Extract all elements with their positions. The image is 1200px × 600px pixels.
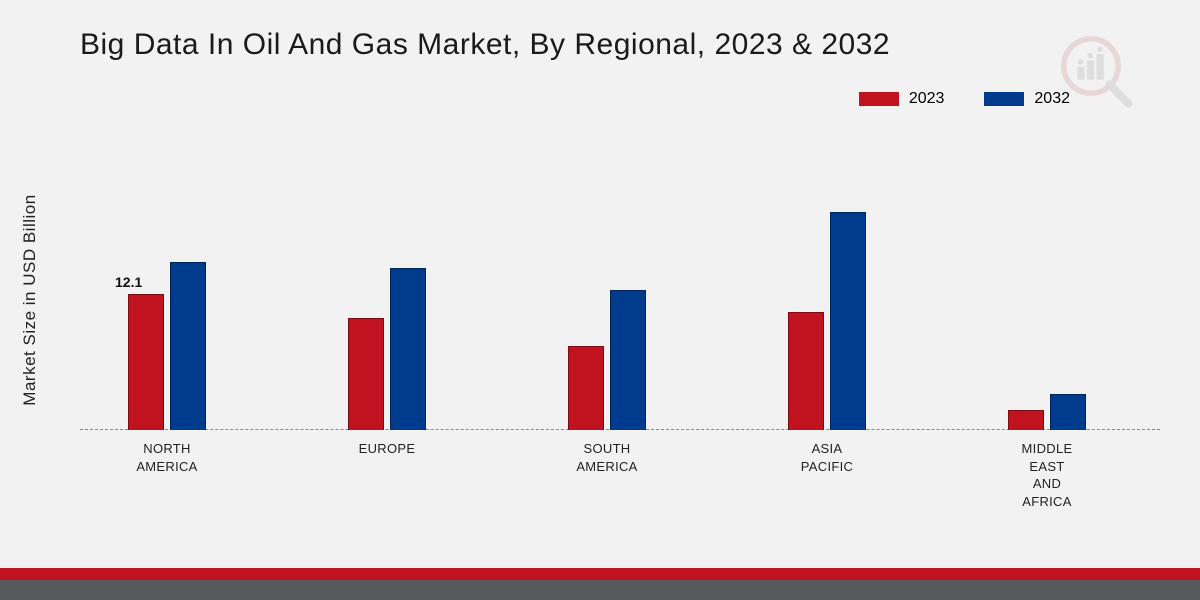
x-axis-label: MIDDLEEASTANDAFRICA xyxy=(987,440,1107,510)
bar-group xyxy=(1008,394,1086,430)
legend-item-2023: 2023 xyxy=(859,90,945,108)
legend-swatch-2032 xyxy=(984,92,1024,106)
bar-2032 xyxy=(830,212,866,430)
bar-value-label: 12.1 xyxy=(115,274,142,290)
footer-red-stripe xyxy=(0,568,1200,580)
legend-item-2032: 2032 xyxy=(984,90,1070,108)
legend-label-2023: 2023 xyxy=(909,90,945,108)
footer-bar xyxy=(0,568,1200,600)
x-axis-label: ASIAPACIFIC xyxy=(767,440,887,475)
chart-title: Big Data In Oil And Gas Market, By Regio… xyxy=(80,28,890,62)
x-axis-label: NORTHAMERICA xyxy=(107,440,227,475)
legend-label-2032: 2032 xyxy=(1034,90,1070,108)
bar-2023 xyxy=(128,294,164,430)
chart-plot-area: 12.1 xyxy=(80,150,1160,430)
x-axis-label: EUROPE xyxy=(327,440,447,458)
bar-2032 xyxy=(390,268,426,430)
bar-2023 xyxy=(788,312,824,430)
y-axis-label: Market Size in USD Billion xyxy=(20,194,40,405)
legend: 2023 2032 xyxy=(859,90,1070,108)
bar-2032 xyxy=(610,290,646,430)
bar-group xyxy=(788,212,866,430)
legend-swatch-2023 xyxy=(859,92,899,106)
bar-2032 xyxy=(170,262,206,430)
bar-group xyxy=(348,268,426,430)
bar-group xyxy=(568,290,646,430)
bar-2023 xyxy=(1008,410,1044,430)
x-axis-label: SOUTHAMERICA xyxy=(547,440,667,475)
bar-2023 xyxy=(348,318,384,430)
footer-grey-stripe xyxy=(0,580,1200,600)
x-axis-labels: NORTHAMERICA EUROPE SOUTHAMERICA ASIAPACIFI… xyxy=(80,440,1160,530)
bar-2023 xyxy=(568,346,604,430)
bar-2032 xyxy=(1050,394,1086,430)
